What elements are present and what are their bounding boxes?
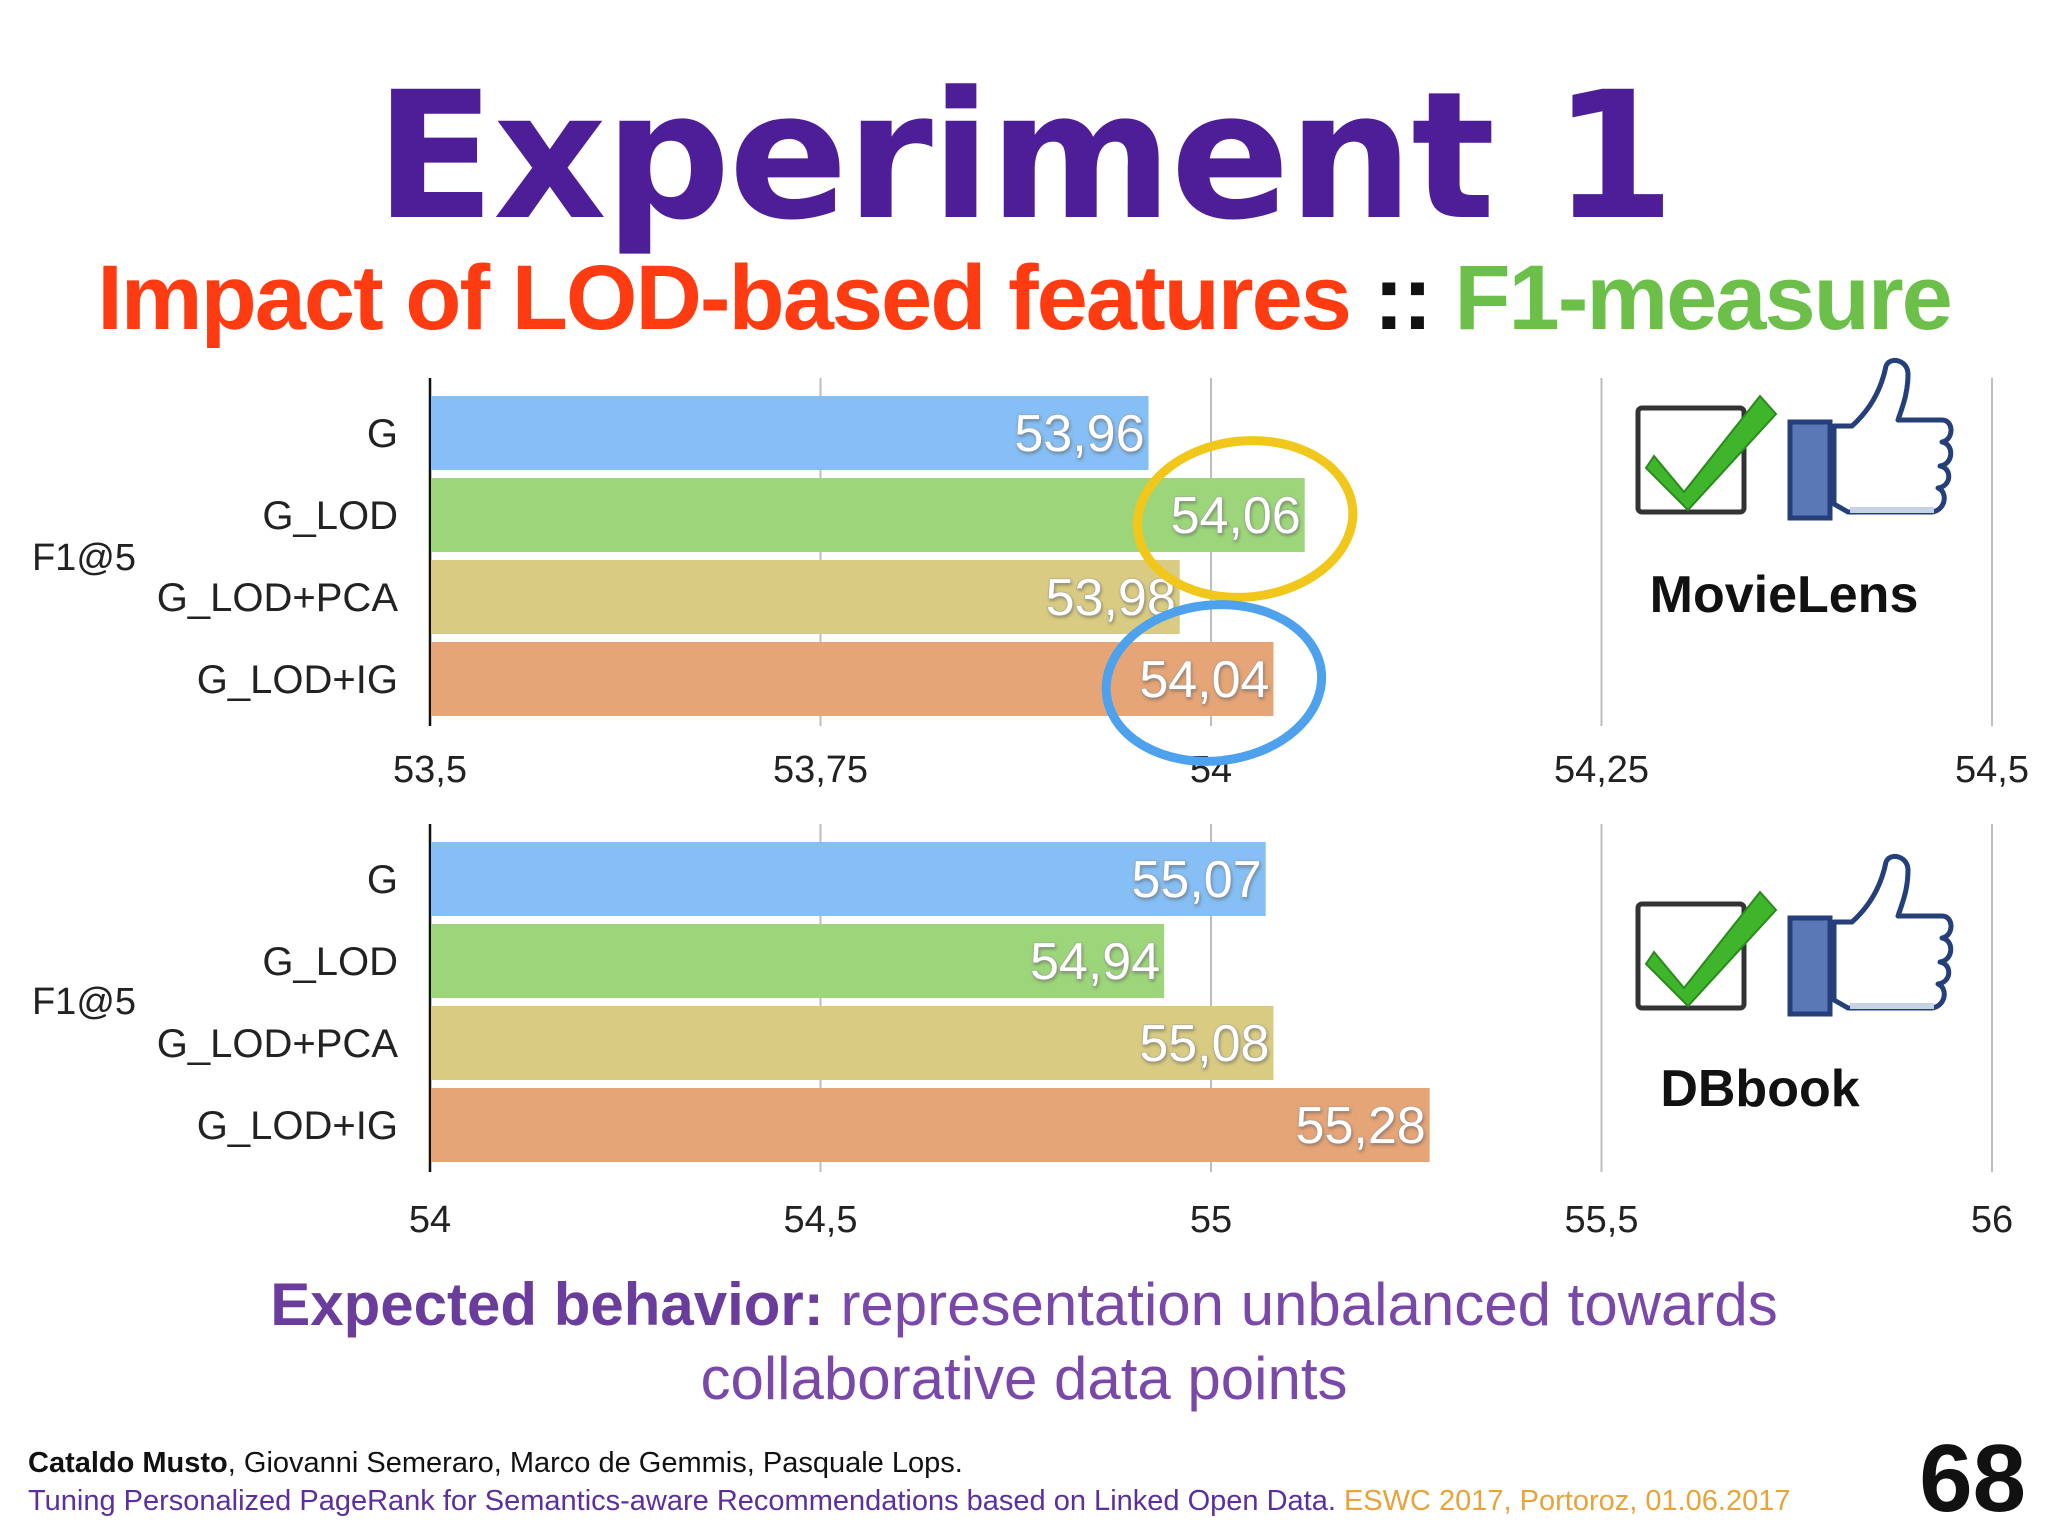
expected-behavior-heading: Expected behavior: <box>270 1271 824 1338</box>
icons-group <box>1635 853 1954 1017</box>
dbbook-bar-chart: G 55,07 G_LOD 54,94 G_LOD+PCA 55,08 G_LOD+IG 55… <box>32 824 2013 1241</box>
subtitle-metric: F1-measure <box>1454 247 1952 349</box>
green-checkmark-icon <box>1635 394 1778 515</box>
bar-g-lod-pca <box>431 560 1180 634</box>
footer-lead-author: Cataldo Musto <box>28 1447 228 1479</box>
category-label: G_LOD <box>262 494 398 538</box>
category-label: G <box>367 412 398 456</box>
x-tick-label: 54 <box>409 1199 451 1241</box>
highlight-circle-blue <box>1101 600 1327 766</box>
page-number: 68 <box>1919 1425 2026 1532</box>
dataset-label: DBbook <box>1660 1060 1859 1118</box>
subtitle-topic: Impact of LOD-based features <box>97 247 1352 349</box>
category-label: G_LOD+IG <box>197 1104 398 1148</box>
x-tick-label: 56 <box>1971 1199 2013 1241</box>
value-label: 55,28 <box>1296 1097 1426 1155</box>
metric-label: F1@5 <box>32 981 136 1023</box>
x-tick-label: 55 <box>1190 1199 1232 1241</box>
metric-label: F1@5 <box>32 537 136 579</box>
bar-g-lod-ig <box>431 642 1274 716</box>
bar-g-lod-pca <box>431 1006 1274 1080</box>
icons-group <box>1635 357 1954 521</box>
footer-venue: ESWC 2017, Portoroz, 01.06.2017 <box>1343 1485 1791 1517</box>
x-tick-label: 54,5 <box>784 1199 858 1241</box>
footer-paper-title: Tuning Personalized PageRank for Semanti… <box>28 1485 1336 1517</box>
value-label: 54,06 <box>1171 487 1301 545</box>
highlight-circle-yellow <box>1132 436 1358 602</box>
footer-citation: Cataldo Musto, Giovanni Semeraro, Marco … <box>28 1444 1791 1520</box>
category-label: G_LOD <box>262 940 398 984</box>
footer-other-authors: , Giovanni Semeraro, Marco de Gemmis, Pa… <box>227 1447 963 1479</box>
category-label: G_LOD+PCA <box>157 1022 399 1066</box>
value-label: 55,07 <box>1132 851 1262 909</box>
value-label: 54,94 <box>1030 933 1160 991</box>
expected-behavior-text-line1: representation unbalanced towards <box>840 1271 1778 1338</box>
x-tick-label: 53,75 <box>773 749 868 791</box>
value-label: 53,96 <box>1014 405 1144 463</box>
thumbs-up-icon <box>1787 357 1954 521</box>
dataset-label: MovieLens <box>1650 566 1919 624</box>
bar-g-lod <box>431 478 1305 552</box>
thumbs-up-icon <box>1787 853 1954 1017</box>
bar-g <box>431 842 1266 916</box>
expected-behavior-note: Expected behavior: representation unbala… <box>0 1268 2048 1416</box>
x-tick-label: 54,25 <box>1554 749 1649 791</box>
bar-g-lod <box>431 924 1165 998</box>
x-tick-label: 54 <box>1190 749 1232 791</box>
slide-title: Experiment 1 <box>374 54 1675 259</box>
value-label: 53,98 <box>1046 569 1176 627</box>
bar-g <box>431 396 1149 470</box>
category-label: G <box>367 858 398 902</box>
expected-behavior-text-line2: collaborative data points <box>700 1345 1348 1412</box>
category-label: G_LOD+PCA <box>157 576 399 620</box>
x-tick-label: 55,5 <box>1565 1199 1639 1241</box>
value-label: 54,04 <box>1139 651 1269 709</box>
bar-g-lod-ig <box>431 1088 1430 1162</box>
x-tick-label: 53,5 <box>393 749 467 791</box>
category-label: G_LOD+IG <box>197 658 398 702</box>
slide-subtitle: Impact of LOD-based features :: F1-measu… <box>0 247 2048 349</box>
green-checkmark-icon <box>1635 890 1778 1011</box>
x-tick-label: 54,5 <box>1955 749 2029 791</box>
movielens-bar-chart: G 53,96 G_LOD 54,06 G_LOD+PCA 53,98 G_LOD+IG 54… <box>32 357 2029 791</box>
subtitle-separator: :: <box>1373 247 1432 349</box>
value-label: 55,08 <box>1139 1015 1269 1073</box>
footer-authors: Cataldo Musto, Giovanni Semeraro, Marco … <box>28 1444 1791 1482</box>
